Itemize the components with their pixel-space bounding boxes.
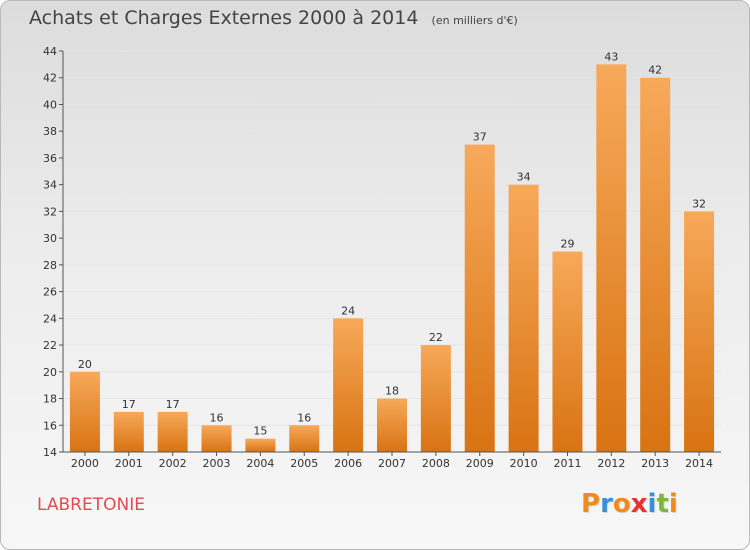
bar-2007 xyxy=(377,398,407,452)
y-tick-label: 34 xyxy=(43,179,57,192)
logo-letter: x xyxy=(630,489,648,519)
value-label-2008: 22 xyxy=(429,331,443,344)
y-tick-label: 32 xyxy=(43,205,57,218)
x-tick-label-2014: 2014 xyxy=(685,457,713,470)
value-label-2000: 20 xyxy=(78,358,92,371)
x-tick-label-2010: 2010 xyxy=(510,457,538,470)
y-tick-label: 40 xyxy=(43,98,57,111)
y-tick-label: 38 xyxy=(43,125,57,138)
value-label-2007: 18 xyxy=(385,385,399,398)
x-tick-label-2013: 2013 xyxy=(641,457,669,470)
value-label-2014: 32 xyxy=(692,197,706,210)
bar-2012 xyxy=(596,64,627,452)
value-label-2003: 16 xyxy=(210,411,224,424)
y-tick-label: 18 xyxy=(43,393,57,406)
bar-2002 xyxy=(157,411,188,452)
y-tick-label: 26 xyxy=(43,286,57,299)
axes xyxy=(59,50,721,456)
commune-name: LABRETONIE xyxy=(37,495,145,515)
bar-2006 xyxy=(333,318,364,452)
chart-title: Achats et Charges Externes 2000 à 2014 xyxy=(29,7,419,29)
bar-2009 xyxy=(464,144,495,453)
y-tick-label: 42 xyxy=(43,72,57,85)
y-tick-label: 36 xyxy=(43,152,57,165)
y-tick-label: 28 xyxy=(43,259,57,272)
x-tick-label-2008: 2008 xyxy=(422,457,450,470)
x-tick-label-2004: 2004 xyxy=(246,457,274,470)
bar-2010 xyxy=(508,184,539,452)
value-label-2010: 34 xyxy=(517,171,531,184)
y-tick-label: 44 xyxy=(43,45,57,58)
logo-letter: i xyxy=(668,489,678,519)
bar-2013 xyxy=(640,77,671,452)
x-tick-label-2011: 2011 xyxy=(553,457,581,470)
bar-2004 xyxy=(245,438,276,452)
bar-2008 xyxy=(420,345,451,452)
bar-2014 xyxy=(684,211,715,452)
value-label-2013: 42 xyxy=(648,64,662,77)
value-label-2009: 37 xyxy=(473,131,487,144)
x-tick-label-2003: 2003 xyxy=(203,457,231,470)
value-label-2012: 43 xyxy=(604,50,618,63)
x-tick-label-2005: 2005 xyxy=(290,457,318,470)
proxiti-logo: Proxiti xyxy=(581,489,678,519)
x-tick-label-2002: 2002 xyxy=(159,457,187,470)
bar-2000 xyxy=(69,371,100,452)
bar-2005 xyxy=(289,425,320,452)
logo-letter: o xyxy=(612,489,631,519)
x-tick-label-2009: 2009 xyxy=(466,457,494,470)
x-tick-label-2006: 2006 xyxy=(334,457,362,470)
value-label-2002: 17 xyxy=(166,398,180,411)
y-tick-label: 20 xyxy=(43,366,57,379)
x-tick-label-2001: 2001 xyxy=(115,457,143,470)
value-label-2001: 17 xyxy=(122,398,136,411)
bar-2011 xyxy=(552,251,583,452)
chart-unit-note: (en milliers d'€) xyxy=(431,14,518,27)
logo-letter: i xyxy=(647,489,657,519)
y-tick-label: 14 xyxy=(43,446,57,459)
bars xyxy=(69,64,715,453)
logo-letter: P xyxy=(581,489,601,519)
labels: 14 16 18 20 22 24 26 28 30 32 34 36 38 40 42 44 20 2000 17… xyxy=(43,45,713,470)
chart-title-block: Achats et Charges Externes 2000 à 2014 (… xyxy=(29,7,518,29)
value-label-2006: 24 xyxy=(341,304,355,317)
value-label-2005: 16 xyxy=(297,411,311,424)
y-tick-label: 30 xyxy=(43,232,57,245)
x-tick-label-2000: 2000 xyxy=(71,457,99,470)
x-tick-label-2012: 2012 xyxy=(597,457,625,470)
bar-2003 xyxy=(201,425,232,452)
value-label-2011: 29 xyxy=(560,238,574,251)
y-tick-label: 24 xyxy=(43,312,57,325)
bar-2001 xyxy=(113,411,144,452)
value-label-2004: 15 xyxy=(253,425,267,438)
y-tick-label: 16 xyxy=(43,419,57,432)
logo-letter: r xyxy=(600,489,613,519)
y-tick-label: 22 xyxy=(43,339,57,352)
x-tick-label-2007: 2007 xyxy=(378,457,406,470)
logo-letter: t xyxy=(656,489,669,519)
